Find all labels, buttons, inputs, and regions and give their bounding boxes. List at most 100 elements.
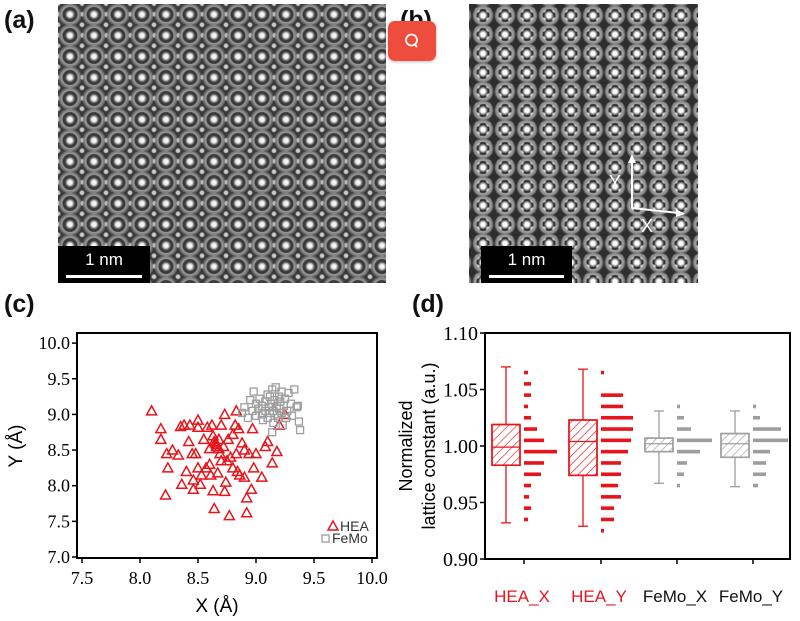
hea-point [154,432,168,445]
hea-point [242,447,256,459]
histogram-bar [524,370,528,375]
plot-frame [76,332,378,559]
x-axis-label: X (Å) [195,596,238,617]
search-icon [405,33,418,48]
axis-x-label: X [641,216,653,232]
histogram-bar [524,517,528,522]
hea-point [232,422,245,434]
x-tick-label: 9.5 [303,568,326,588]
femo-point [268,428,277,437]
hea-point [174,419,187,432]
hea-point [212,442,226,454]
histogram-bar [601,404,623,409]
x-tick-label: 7.5 [71,568,94,588]
hea-point [201,420,214,432]
category-label: HEA_Y [571,587,627,606]
histogram-bar [601,528,604,533]
scale-bar-b: 1 nm [481,246,572,283]
histogram-bar [753,415,760,420]
y-tick-label: 7.5 [48,511,71,531]
histogram-bar [524,427,537,431]
box-hatch [644,437,674,453]
x-tick-label: 8.5 [187,568,210,588]
histogram-bar [524,461,544,465]
legend-marker-femo [321,534,330,543]
histogram-bar [677,483,680,488]
hea-point [230,447,243,459]
femo-point [240,403,249,412]
hea-point [191,420,205,432]
histogram-bar [524,495,529,499]
box-hatch [720,432,750,459]
histogram-bar [677,472,684,477]
hea-point [240,491,253,503]
histogram-bar [601,517,614,522]
histogram-bar [601,472,621,477]
scale-bar-a: 1 nm [58,246,150,283]
histogram-bar [601,483,618,488]
y-tick-label: 0.95 [443,493,478,515]
histogram-bar [677,461,687,465]
hea-point [226,427,240,440]
hea-point [191,413,205,425]
histogram-bar [601,506,614,510]
histogram-bar [524,393,531,397]
hea-point [226,461,240,473]
histogram-bar [524,472,541,477]
hea-point [218,407,231,420]
femo-point [269,418,278,428]
histogram-bar [753,472,766,477]
hea-point [240,506,253,518]
search-button[interactable] [388,21,436,61]
femo-point [258,415,268,425]
y-tick-label: 8.0 [48,476,71,496]
hea-point [211,466,224,478]
femo-point [275,392,284,401]
histogram-bar [753,449,770,454]
hea-point [246,422,259,434]
hea-point [249,447,263,459]
histogram-bar [524,382,531,386]
y-tick-label: 1.10 [443,323,478,345]
box-hatch [491,423,521,466]
histogram-bar [753,404,756,409]
histogram-bar [601,393,623,397]
femo-point [249,387,258,396]
femo-point [271,383,280,392]
y-axis-label: Y (Å) [6,425,27,468]
hea-point [182,434,195,447]
hea-point [214,418,228,430]
hea-point [245,482,258,495]
y-tick-label: 7.0 [48,547,71,567]
hea-point [203,457,216,470]
hea-point [180,464,193,477]
femo-point [292,403,301,412]
hea-point [172,448,185,460]
hea-point [255,470,269,482]
histogram-bar [601,438,631,443]
histogram-bar [753,427,781,431]
histogram-bar [524,483,531,488]
x-tick-label: 8.0 [129,568,152,588]
histogram-bar [601,370,604,375]
femo-point [263,413,272,423]
panel-label-d: (d) [412,290,444,318]
y-axis-label-line1: Normalized [396,400,416,491]
histogram-bar [601,495,621,499]
xy-axes-arrows-icon: Y X [609,154,685,232]
hea-point [224,450,237,462]
histogram-bar [753,461,766,465]
hea-point [194,477,207,490]
hea-point [247,461,260,473]
panel-label-a: (a) [4,6,35,34]
y-tick-label: 0.90 [443,549,478,571]
hea-point [220,454,234,466]
histogram-bar [677,438,712,443]
category-label: HEA_X [494,587,550,606]
y-tick-label: 9.5 [48,369,71,389]
femo-point [294,417,304,426]
x-tick-label: 9.0 [245,568,268,588]
femo-point [287,411,297,420]
